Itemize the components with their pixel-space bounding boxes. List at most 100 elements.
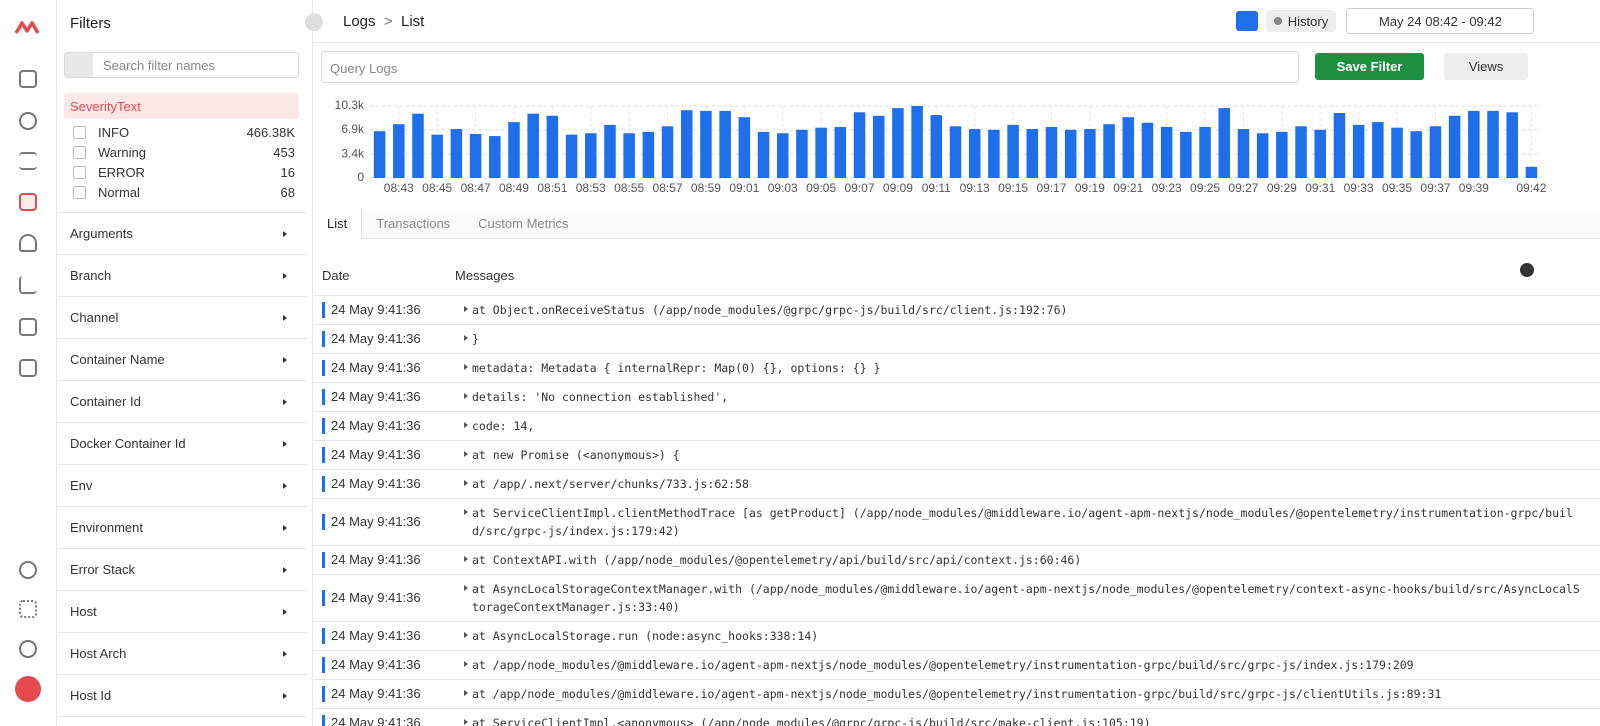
log-row[interactable]: 24 May 9:41:36 at new Promise (<anonymous…	[313, 441, 1600, 470]
nav-logs[interactable]	[19, 193, 37, 211]
filter-group[interactable]: Container Name	[57, 339, 307, 381]
log-row[interactable]: 24 May 9:41:36 at AsyncLocalStorageContex…	[313, 575, 1600, 622]
group-label: Container Name	[70, 352, 165, 367]
log-date: 24 May 9:41:36	[322, 715, 454, 726]
log-row[interactable]: 24 May 9:41:36 at ServiceClientImpl.<anon…	[313, 709, 1600, 726]
log-row[interactable]: 24 May 9:41:36 metadata: Metadata { inter…	[313, 354, 1600, 383]
severity-option[interactable]: Normal 68	[73, 182, 295, 202]
filter-group[interactable]: Host Id	[57, 675, 307, 717]
filter-group[interactable]: Container Id	[57, 381, 307, 423]
bar	[1084, 129, 1096, 178]
y-tick-label: 10.3k	[335, 98, 365, 112]
checkbox[interactable]	[73, 165, 86, 179]
filter-group[interactable]: Env	[57, 465, 307, 507]
bar	[661, 126, 674, 178]
bar	[680, 110, 693, 178]
time-range[interactable]: May 24 08:42 - 09:42	[1346, 8, 1534, 34]
log-row[interactable]: 24 May 9:41:36}	[313, 325, 1600, 354]
bar	[565, 134, 578, 178]
option-count: 453	[273, 144, 295, 160]
save-filter-button[interactable]: Save Filter	[1315, 53, 1424, 80]
nav-infra[interactable]	[19, 112, 37, 130]
views-button[interactable]: Views	[1444, 53, 1528, 80]
log-row[interactable]: 24 May 9:41:36 at ServiceClientImpl.clien…	[313, 499, 1600, 546]
x-tick-label: 09:42	[1516, 181, 1546, 195]
crumb-separator: >	[383, 13, 393, 30]
filter-group[interactable]: Host Arch	[57, 633, 307, 675]
group-label: Error Stack	[70, 562, 136, 577]
log-date: 24 May 9:41:36	[322, 590, 454, 606]
filter-group[interactable]: Host	[57, 591, 307, 633]
log-message: metadata: Metadata { internalRepr: Map(0…	[454, 354, 1600, 382]
refresh-button[interactable]	[1236, 11, 1258, 31]
x-tick-label: 09:07	[845, 181, 875, 195]
nav-home[interactable]	[19, 70, 37, 88]
bar	[1199, 126, 1211, 178]
severity-option[interactable]: Warning 453	[73, 142, 295, 162]
nav-alerts[interactable]	[19, 234, 37, 252]
filter-group[interactable]: Error Stack	[57, 549, 307, 591]
log-row[interactable]: 24 May 9:41:36 at /app/.next/server/chunk…	[313, 470, 1600, 499]
nav-apps[interactable]	[19, 600, 37, 618]
x-tick-label: 09:21	[1113, 181, 1143, 195]
checkbox[interactable]	[73, 145, 86, 159]
crumb[interactable]: Logs	[343, 13, 376, 30]
nav-ai[interactable]	[19, 318, 37, 336]
nav-help[interactable]	[19, 561, 37, 579]
nav-settings[interactable]	[19, 640, 37, 658]
filter-group[interactable]: Docker Container Id	[57, 423, 307, 465]
checkbox[interactable]	[73, 125, 86, 139]
log-row[interactable]: 24 May 9:41:36 code: 14,	[313, 412, 1600, 441]
tab[interactable]: Transactions	[376, 216, 451, 231]
bar	[892, 108, 904, 178]
bar	[1487, 110, 1499, 178]
bar	[1391, 127, 1403, 178]
nav-synthetics[interactable]	[19, 359, 37, 377]
x-tick-label: 09:09	[883, 181, 913, 195]
tab[interactable]: List	[313, 209, 363, 239]
history-button[interactable]: History	[1266, 10, 1336, 32]
log-row[interactable]: 24 May 9:41:36 at AsyncLocalStorage.run (…	[313, 622, 1600, 651]
bar	[1314, 129, 1326, 178]
bar	[373, 131, 386, 178]
x-tick-label: 09:01	[729, 181, 759, 195]
save-filter-label: Save Filter	[1336, 59, 1403, 74]
log-message: details: 'No connection established',	[454, 383, 1600, 411]
log-row[interactable]: 24 May 9:41:36 at Object.onReceiveStatus …	[313, 296, 1600, 325]
option-count: 68	[280, 184, 295, 200]
nav-apm[interactable]	[19, 152, 37, 170]
bar	[757, 131, 770, 178]
checkbox[interactable]	[73, 185, 86, 199]
x-tick-label: 08:51	[537, 181, 567, 195]
filter-search[interactable]: Search filter names	[64, 52, 299, 78]
filter-group[interactable]: Branch	[57, 255, 307, 297]
tab[interactable]: Custom Metrics	[478, 216, 569, 231]
bar	[968, 129, 981, 178]
severity-option[interactable]: INFO 466.38K	[73, 122, 295, 142]
caret	[283, 314, 287, 321]
bar	[1429, 126, 1442, 178]
log-row[interactable]: 24 May 9:41:36 at /app/node_modules/@midd…	[313, 651, 1600, 680]
severity-options: INFO 466.38K Warning 453 ERROR 16 Normal 68	[57, 122, 295, 202]
avatar[interactable]	[15, 676, 41, 702]
collapse-button[interactable]	[305, 13, 323, 31]
column-header[interactable]: Date	[322, 268, 350, 283]
add-column[interactable]	[1520, 263, 1534, 277]
severity-option[interactable]: ERROR 16	[73, 162, 295, 182]
log-row[interactable]: 24 May 9:41:36 details: 'No connection es…	[313, 383, 1600, 412]
log-row[interactable]: 24 May 9:41:36 at /app/node_modules/@midd…	[313, 680, 1600, 709]
bar	[412, 113, 424, 178]
bar	[1026, 129, 1039, 178]
severity-header[interactable]: SeverityText	[64, 93, 299, 119]
nav-dashboards[interactable]	[19, 276, 37, 294]
query-input[interactable]: Query Logs	[321, 51, 1299, 83]
log-row[interactable]: 24 May 9:41:36 at ContextAPI.with (/app/n…	[313, 546, 1600, 575]
query-placeholder: Query Logs	[330, 61, 398, 76]
log-rows: 24 May 9:41:36 at Object.onReceiveStatus …	[313, 296, 1600, 726]
filter-group[interactable]: Channel	[57, 297, 307, 339]
bar	[393, 124, 405, 178]
filter-group[interactable]: Arguments	[57, 213, 307, 255]
log-date: 24 May 9:41:36	[322, 360, 454, 376]
filter-group[interactable]: Environment	[57, 507, 307, 549]
y-tick-label: 0	[357, 170, 364, 184]
